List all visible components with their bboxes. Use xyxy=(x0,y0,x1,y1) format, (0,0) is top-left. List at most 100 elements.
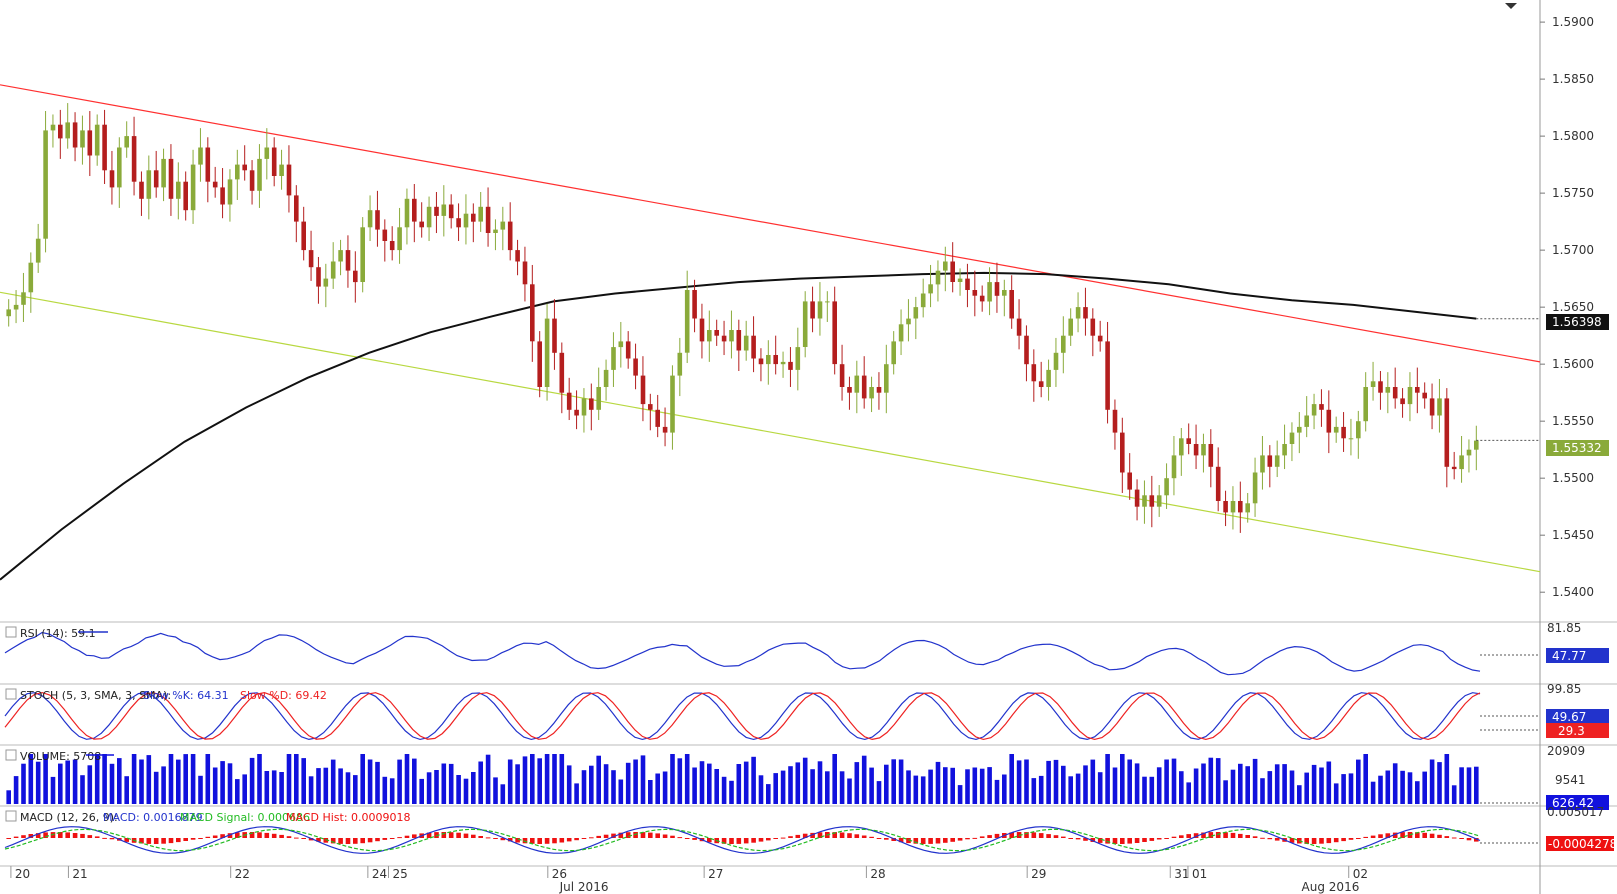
candle xyxy=(884,344,889,414)
volume-bar xyxy=(1238,763,1243,804)
candle xyxy=(965,263,970,308)
macd-hist-bar xyxy=(773,838,778,839)
price-tick-label: 1.5650 xyxy=(1552,300,1594,314)
volume-bar xyxy=(1378,775,1383,804)
volume-bar xyxy=(618,779,624,804)
candle-body xyxy=(1090,318,1096,336)
macd-hist-bar xyxy=(788,836,793,838)
volume-bar xyxy=(448,763,454,804)
candle xyxy=(404,188,410,245)
macd-hist-bar xyxy=(1120,838,1125,844)
candle xyxy=(21,272,26,322)
macd-hist-bar xyxy=(1400,832,1405,838)
candle xyxy=(1282,424,1287,470)
macd-hist-bar xyxy=(869,836,874,838)
volume-bar xyxy=(1444,754,1450,804)
candle xyxy=(1451,451,1457,480)
volume-bar xyxy=(168,754,174,804)
candle-body xyxy=(1186,438,1191,444)
candle xyxy=(847,376,852,410)
candle xyxy=(832,286,837,375)
macd-hist-bar xyxy=(515,838,520,843)
chevron-down-icon[interactable] xyxy=(1505,3,1517,9)
macd-hist-bar xyxy=(412,834,417,838)
candle xyxy=(625,331,631,369)
candle-body xyxy=(832,301,837,365)
candle-body xyxy=(1444,398,1450,467)
candle xyxy=(640,356,646,422)
candle-body xyxy=(1031,364,1037,382)
stoch-close-icon[interactable] xyxy=(5,688,17,700)
macd-close-icon[interactable] xyxy=(5,810,17,822)
macd-hist-bar xyxy=(1363,836,1368,838)
candle-body xyxy=(198,147,203,165)
candle xyxy=(161,148,166,202)
candle-body xyxy=(1319,404,1324,410)
macd-hist-bar xyxy=(957,838,963,841)
candle xyxy=(257,144,262,208)
volume-bar xyxy=(1223,780,1228,804)
candle xyxy=(1356,410,1361,459)
candle xyxy=(264,128,270,180)
candle-body xyxy=(537,341,542,387)
time-label: 28 xyxy=(870,867,885,881)
candle-body xyxy=(227,179,233,205)
volume-bar xyxy=(360,754,365,804)
volume-bar xyxy=(906,770,911,804)
volume-bar xyxy=(389,778,395,804)
volume-bar xyxy=(670,754,675,804)
volume-bar xyxy=(1363,754,1368,804)
volume-bar xyxy=(500,784,506,804)
candle-body xyxy=(500,221,506,230)
volume-bar xyxy=(1370,781,1376,804)
macd-hist-bar xyxy=(1156,838,1162,840)
candle-body xyxy=(13,304,19,310)
candle xyxy=(581,388,587,433)
macd-hist-bar xyxy=(780,837,786,839)
time-label: 29 xyxy=(1031,867,1046,881)
candle-body xyxy=(87,130,93,156)
candle-body xyxy=(389,241,395,251)
candle xyxy=(412,184,417,243)
volume-bar xyxy=(1053,759,1059,804)
price-tick-label: 1.5800 xyxy=(1552,129,1594,143)
candle xyxy=(530,264,535,362)
macd-hist-bar xyxy=(456,832,461,838)
rsi-close-icon[interactable] xyxy=(5,626,17,638)
candle xyxy=(6,299,11,327)
macd-hist-bar xyxy=(1370,835,1376,838)
candle xyxy=(1179,428,1184,476)
volume-bar xyxy=(345,772,351,804)
volume-bar xyxy=(146,755,152,804)
volume-bar xyxy=(648,780,653,804)
candle-body xyxy=(684,290,690,353)
macd-hist-bar xyxy=(434,832,439,838)
macd-hist-bar xyxy=(943,838,948,843)
candle-body xyxy=(1112,409,1118,433)
candle-body xyxy=(773,355,778,365)
macd-hist-bar xyxy=(898,838,904,843)
candle-body xyxy=(271,147,277,176)
price-tick-label: 1.5700 xyxy=(1552,243,1594,257)
candle-body xyxy=(1179,438,1184,456)
candle-body xyxy=(1105,341,1110,410)
volume-bar xyxy=(1245,766,1250,804)
candle xyxy=(80,115,85,165)
volume-bar xyxy=(972,767,978,804)
candle xyxy=(1016,299,1022,350)
candle xyxy=(928,264,933,308)
candle xyxy=(1186,423,1191,455)
macd-hist-bar xyxy=(94,836,100,838)
candle-body xyxy=(1422,392,1427,399)
stoch-d-line xyxy=(4,691,1481,741)
volume-bar xyxy=(1356,759,1361,804)
candle xyxy=(810,286,815,333)
candle xyxy=(441,185,447,237)
macd-hist-bar xyxy=(906,838,911,844)
volume-bar xyxy=(1282,764,1287,804)
candle xyxy=(338,239,343,276)
candle xyxy=(1252,457,1258,517)
volume-close-icon[interactable] xyxy=(5,749,17,761)
volume-bar xyxy=(1215,758,1221,804)
candle-body xyxy=(456,218,461,228)
